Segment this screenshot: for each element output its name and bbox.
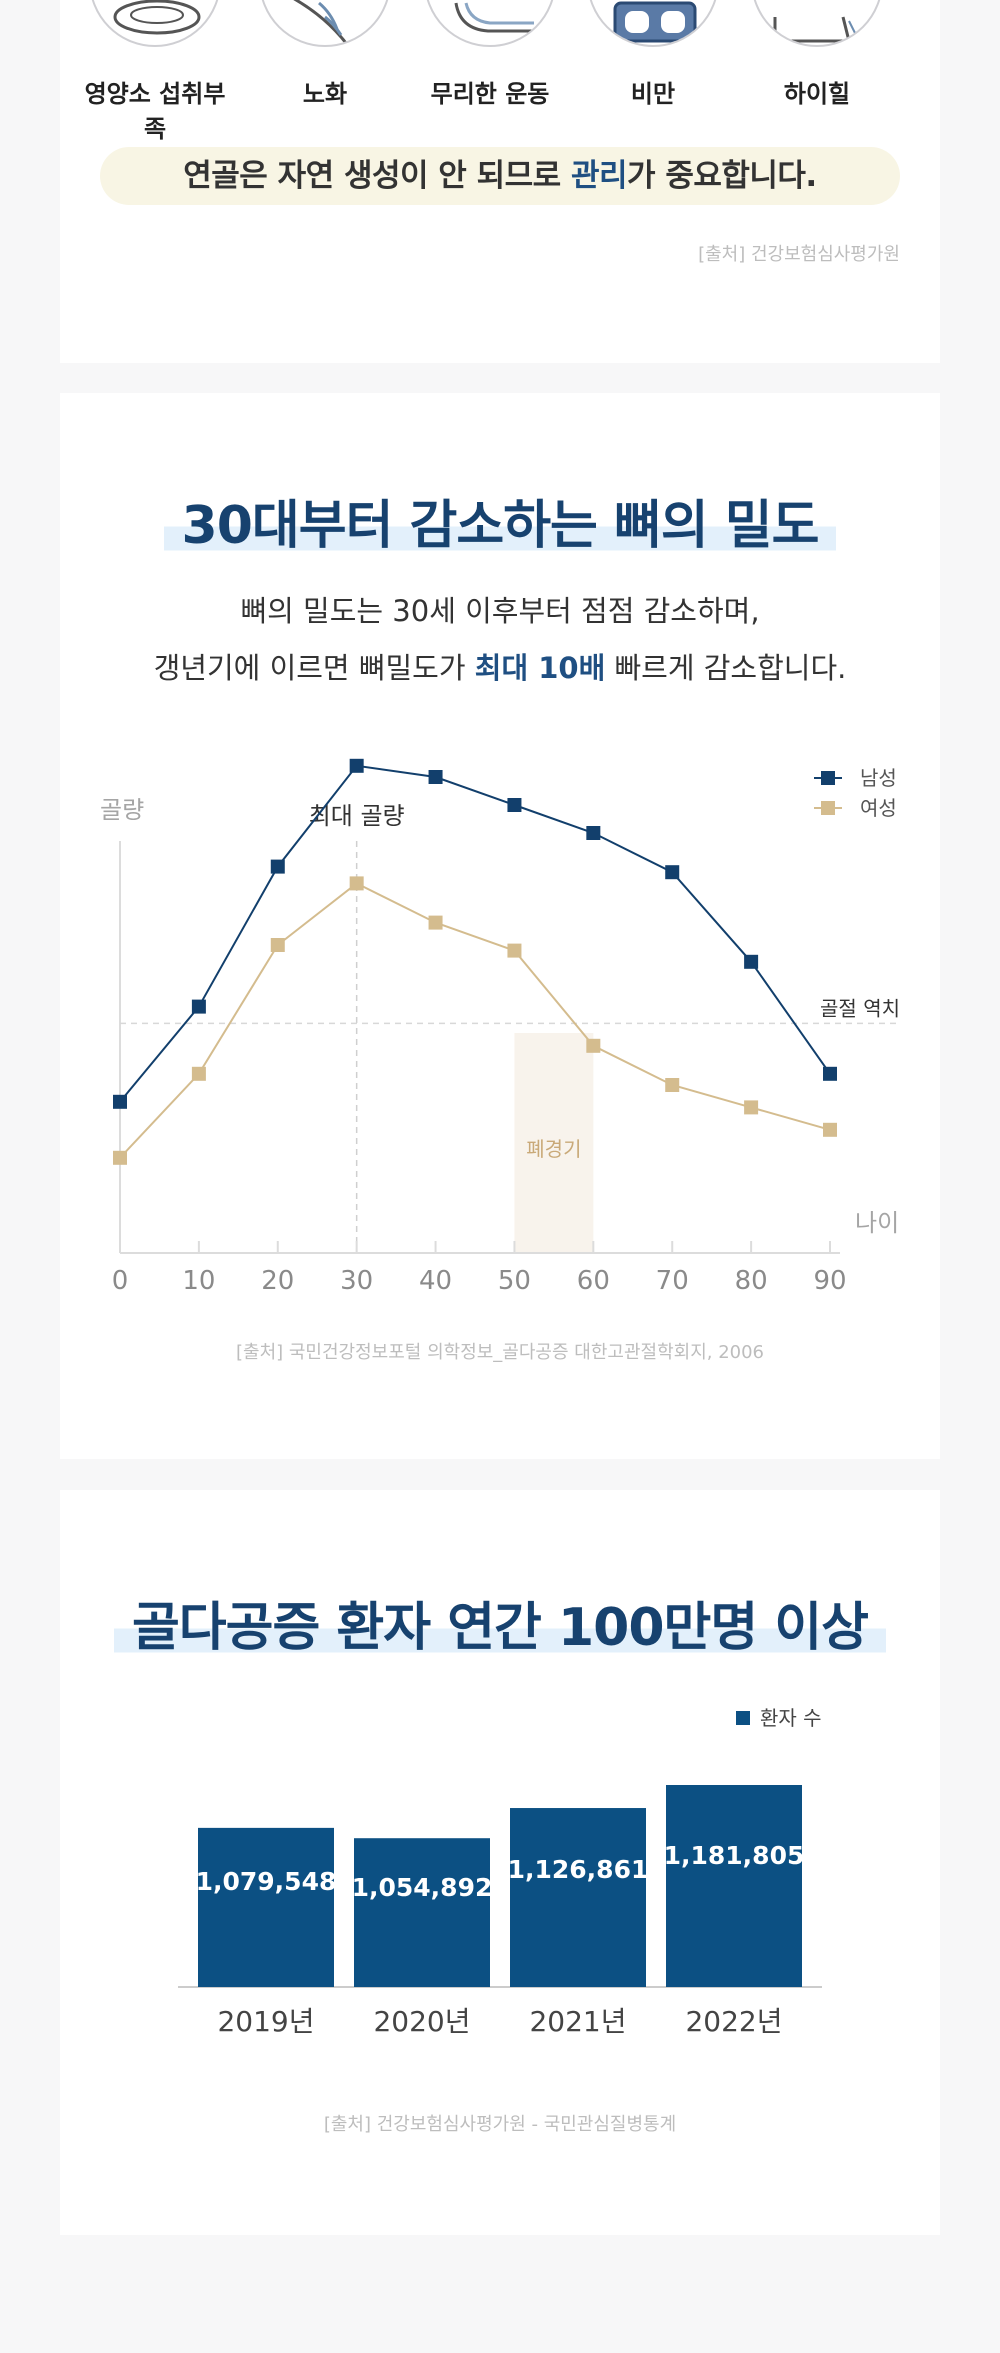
menopause-label: 폐경기 xyxy=(526,1137,581,1161)
x-tick-label: 50 xyxy=(498,1266,531,1296)
bar-2021년 xyxy=(510,1808,646,1987)
data-point-men xyxy=(507,798,522,812)
bone-density-card: 30대부터 감소하는 뼈의 밀도 뼈의 밀도는 30세 이후부터 점점 감소하며… xyxy=(60,393,940,1459)
bar-2019년 xyxy=(198,1827,334,1987)
legend-label: 남성 xyxy=(860,766,897,790)
x-tick-label: 10 xyxy=(182,1266,215,1296)
banner-text: 연골은 자연 생성이 안 되므로 xyxy=(183,158,571,194)
data-point-men xyxy=(349,758,364,773)
source-note: [출처] 국민건강정보포털 의학정보_골다공증 대한고관절학회지, 2006 xyxy=(235,1342,765,1363)
description-text-end: 빠르게 감소합니다. xyxy=(605,651,847,685)
section-title-text: 30대부터 감소하는 뼈의 밀도 xyxy=(163,483,837,558)
bar-value-label: 1,054,892 xyxy=(352,1873,493,1902)
series-line-women xyxy=(119,882,831,1159)
x-tick-label: 20 xyxy=(261,1266,294,1296)
category-label: 2022년 xyxy=(685,2005,782,2038)
cause-label: 노화 xyxy=(302,80,348,108)
cause-label: 영양소 섭취부족 xyxy=(84,80,226,143)
category-label: 2020년 xyxy=(373,2005,470,2038)
bar-2020년 xyxy=(354,1838,490,1987)
data-point-men xyxy=(744,954,759,969)
x-tick-label: 90 xyxy=(813,1266,846,1296)
cause-item: 비만 xyxy=(578,0,728,120)
cause-item: 영양소 섭취부족 xyxy=(80,0,230,143)
legend-label: 여성 xyxy=(860,796,897,820)
bar-2022년 xyxy=(666,1785,802,1987)
description-line: 갱년기에 이르면 뼈밀도가 최대 10배 빠르게 감소합니다. xyxy=(60,640,940,697)
cause-item: 하이힐 xyxy=(742,0,892,120)
cartilage-banner: 연골은 자연 생성이 안 되므로 관리가 중요합니다. xyxy=(100,147,900,205)
patients-bar-chart: 1,079,548 2019년 1,054,892 2020년 1,126,861 202… xyxy=(178,1706,822,2038)
data-point-women xyxy=(507,943,522,958)
x-tick-label: 30 xyxy=(340,1266,373,1296)
bar-value-label: 1,181,805 xyxy=(664,1841,805,1870)
osteoporosis-patients-card: 골다공증 환자 연간 100만명 이상 1,079,548 2019년 1,054,… xyxy=(60,1490,940,2235)
data-point-women xyxy=(428,915,443,930)
legend-marker xyxy=(821,801,835,815)
cause-label: 하이힐 xyxy=(783,80,851,108)
data-point-women xyxy=(665,1078,680,1092)
dna-icon xyxy=(259,0,391,47)
menopause-band xyxy=(514,1033,594,1253)
description-text: 갱년기에 이르면 뼈밀도가 xyxy=(153,651,475,685)
source-note: [출처] 건강보험심사평가원 xyxy=(698,244,900,265)
banner-highlight: 관리 xyxy=(570,158,628,194)
x-tick-label: 70 xyxy=(656,1266,689,1296)
section-description: 뼈의 밀도는 30세 이후부터 점점 감소하며, 갱년기에 이르면 뼈밀도가 최… xyxy=(60,583,940,697)
cause-label: 비만 xyxy=(630,80,676,108)
high-heel-icon xyxy=(751,0,883,47)
banner-text-end: 가 중요합니다. xyxy=(627,158,817,194)
description-emphasis: 최대 10배 xyxy=(474,651,606,685)
series-line-men xyxy=(119,764,831,1103)
data-point-men xyxy=(428,770,443,784)
data-point-women xyxy=(113,1150,127,1165)
foot-icon xyxy=(424,0,556,47)
category-label: 2021년 xyxy=(529,2005,626,2038)
cause-item: 무리한 운동 xyxy=(415,0,565,120)
legend-marker xyxy=(736,1711,750,1725)
section-title: 골다공증 환자 연간 100만명 이상 xyxy=(60,1585,940,1660)
scale-icon xyxy=(587,0,719,47)
data-point-men xyxy=(823,1066,837,1081)
x-tick-label: 40 xyxy=(419,1266,452,1296)
data-point-men xyxy=(586,826,601,840)
section-title: 30대부터 감소하는 뼈의 밀도 xyxy=(60,483,940,558)
section-title-text: 골다공증 환자 연간 100만명 이상 xyxy=(113,1585,887,1660)
data-point-women xyxy=(586,1038,601,1053)
peak-label: 최대 골량 xyxy=(309,802,405,830)
x-tick-label: 80 xyxy=(735,1266,768,1296)
data-point-women xyxy=(744,1100,759,1115)
cause-icon-row: 영양소 섭취부족 노화 무리한 운동 xyxy=(60,0,940,143)
cause-item: 노화 xyxy=(250,0,400,120)
legend-marker xyxy=(821,771,835,785)
data-point-women xyxy=(349,876,364,891)
x-tick-label: 60 xyxy=(577,1266,610,1296)
x-axis-label: 나이 xyxy=(855,1209,899,1237)
data-point-men xyxy=(191,999,206,1014)
x-tick-label: 0 xyxy=(112,1266,129,1296)
legend-label: 환자 수 xyxy=(760,1706,822,1730)
category-label: 2019년 xyxy=(217,2005,314,2038)
data-point-men xyxy=(665,865,680,880)
data-point-men xyxy=(113,1094,127,1109)
bar-value-label: 1,079,548 xyxy=(196,1867,337,1896)
data-point-women xyxy=(823,1122,837,1137)
plate-icon xyxy=(89,0,221,47)
cartilage-causes-card: 영양소 섭취부족 노화 무리한 운동 xyxy=(60,0,940,363)
fracture-threshold-label: 골절 역치 xyxy=(820,996,900,1020)
description-line: 뼈의 밀도는 30세 이후부터 점점 감소하며, xyxy=(240,594,760,628)
data-point-women xyxy=(191,1066,206,1081)
source-note: [출처] 건강보험심사평가원 - 국민관심질병통계 xyxy=(323,2114,677,2135)
data-point-women xyxy=(270,938,285,952)
y-axis-label: 골량 xyxy=(100,796,144,824)
data-point-men xyxy=(270,859,285,874)
bar-value-label: 1,126,861 xyxy=(508,1855,649,1884)
cause-label: 무리한 운동 xyxy=(430,80,550,108)
